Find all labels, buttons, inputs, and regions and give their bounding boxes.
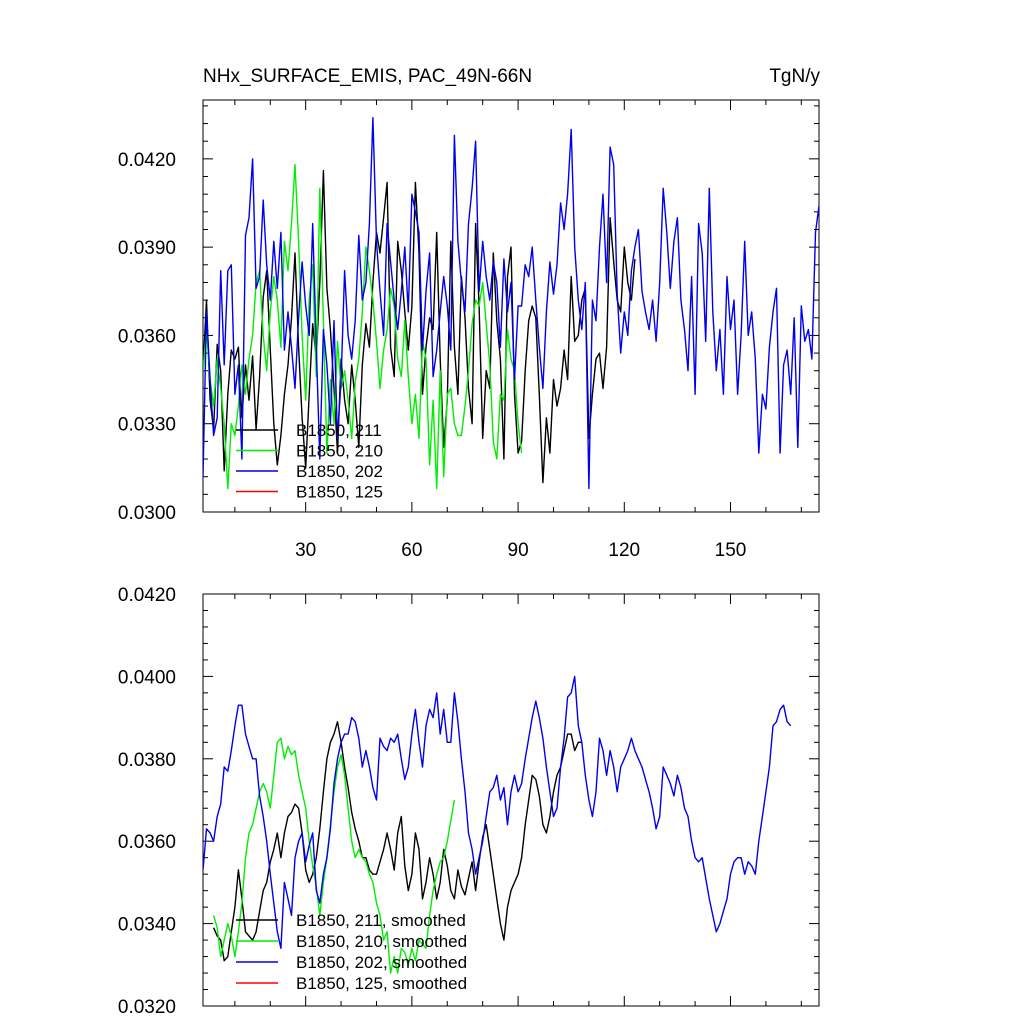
y-tick-label: 0.0340	[118, 915, 176, 936]
legend-label: B1850, 202	[296, 462, 383, 481]
series-line-2	[203, 116, 819, 490]
y-tick-label: 0.0400	[118, 667, 176, 688]
x-tick-label: 60	[401, 540, 422, 561]
y-tick-label: 0.0380	[118, 750, 176, 771]
y-tick-label: 0.0360	[118, 326, 176, 347]
legend-label: B1850, 211, smoothed	[296, 911, 466, 930]
top-panel: 30 60 90 120 150 0.0300 0.0330 0.0360 0.0390 0.04…	[118, 99, 820, 561]
plot-frame	[202, 593, 820, 1007]
y-tick-label: 0.0390	[118, 238, 176, 259]
y-tick-label: 0.0420	[118, 585, 176, 606]
legend-label: B1850, 210	[296, 442, 383, 461]
x-tick-label: 90	[508, 540, 529, 561]
y-tick-label: 0.0330	[118, 415, 176, 436]
y-tick-label: 0.0300	[118, 503, 176, 524]
y-tick-label: 0.0320	[118, 997, 176, 1018]
bottom-panel: 0.0320 0.0340 0.0360 0.0380 0.0400 0.0420 B185…	[118, 585, 820, 1018]
legend-label: B1850, 211	[296, 421, 382, 440]
x-tick-label: 30	[295, 540, 316, 561]
legend-label: B1850, 202, smoothed	[296, 953, 467, 972]
x-tick-label: 150	[715, 540, 747, 561]
chart-title: NHx_SURFACE_EMIS, PAC_49N-66N	[203, 66, 532, 87]
plot-frame	[202, 99, 820, 513]
series-line-0	[212, 721, 582, 962]
legend-label: B1850, 125	[296, 483, 383, 502]
y-tick-label: 0.0420	[118, 150, 176, 171]
series-line-2	[203, 675, 792, 949]
x-tick-label: 120	[608, 540, 640, 561]
chart-units: TgN/y	[769, 66, 820, 87]
legend-label: B1850, 210, smoothed	[296, 932, 467, 951]
y-tick-label: 0.0360	[118, 832, 176, 853]
legend-label: B1850, 125, smoothed	[296, 974, 467, 993]
